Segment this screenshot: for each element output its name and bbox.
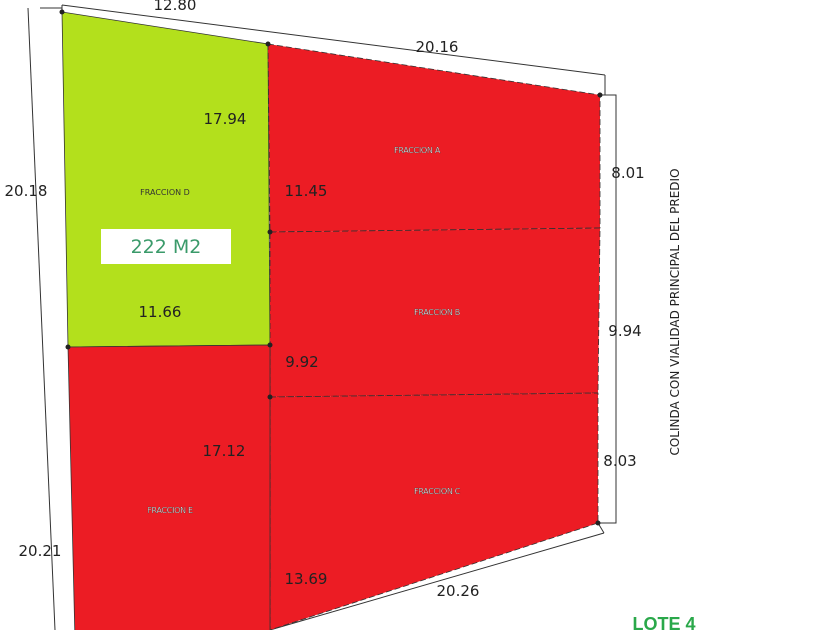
- vertices: [59, 9, 603, 526]
- lot-label: LOTE 4: [632, 614, 695, 630]
- dim-top-right: 20.16: [416, 38, 459, 56]
- fraccion-d-parcel[interactable]: [61, 11, 271, 348]
- dim-right-c: 8.03: [603, 452, 636, 470]
- dim-right-b: 9.94: [608, 322, 641, 340]
- fraccion-e-parcel[interactable]: [67, 344, 271, 630]
- dim-c-left: 13.69: [285, 570, 328, 588]
- dim-a-left: 11.45: [285, 182, 328, 200]
- dim-e-right: 17.12: [203, 442, 246, 460]
- dim-left-lower: 20.21: [19, 542, 62, 560]
- dim-right-a: 8.01: [611, 164, 644, 182]
- dimension-lines: [27, 4, 617, 630]
- fraccion-c-parcel[interactable]: [269, 392, 599, 630]
- fraccion-a-parcel[interactable]: [267, 43, 601, 233]
- fraccion-b-label: FRACCION B: [414, 308, 460, 317]
- dim-d-right: 17.94: [204, 110, 247, 128]
- fraccion-d-area: 222 M2: [101, 229, 231, 264]
- side-note: COLINDA CON VIALIDAD PRINCIPAL DEL PREDI…: [668, 168, 682, 455]
- dim-left-upper: 20.18: [5, 182, 48, 200]
- fraccion-c-label: FRACCION C: [414, 487, 461, 496]
- dim-b-left: 9.92: [285, 353, 318, 371]
- fraccion-a-label: FRACCION A: [394, 146, 441, 155]
- fraccion-d-label: FRACCION D: [140, 188, 190, 197]
- dim-top-left: 12.80: [154, 0, 197, 14]
- dim-bottom: 20.26: [437, 582, 480, 600]
- dim-d-bottom: 11.66: [139, 303, 182, 321]
- fraccion-e-label: FRACCION E: [147, 506, 193, 515]
